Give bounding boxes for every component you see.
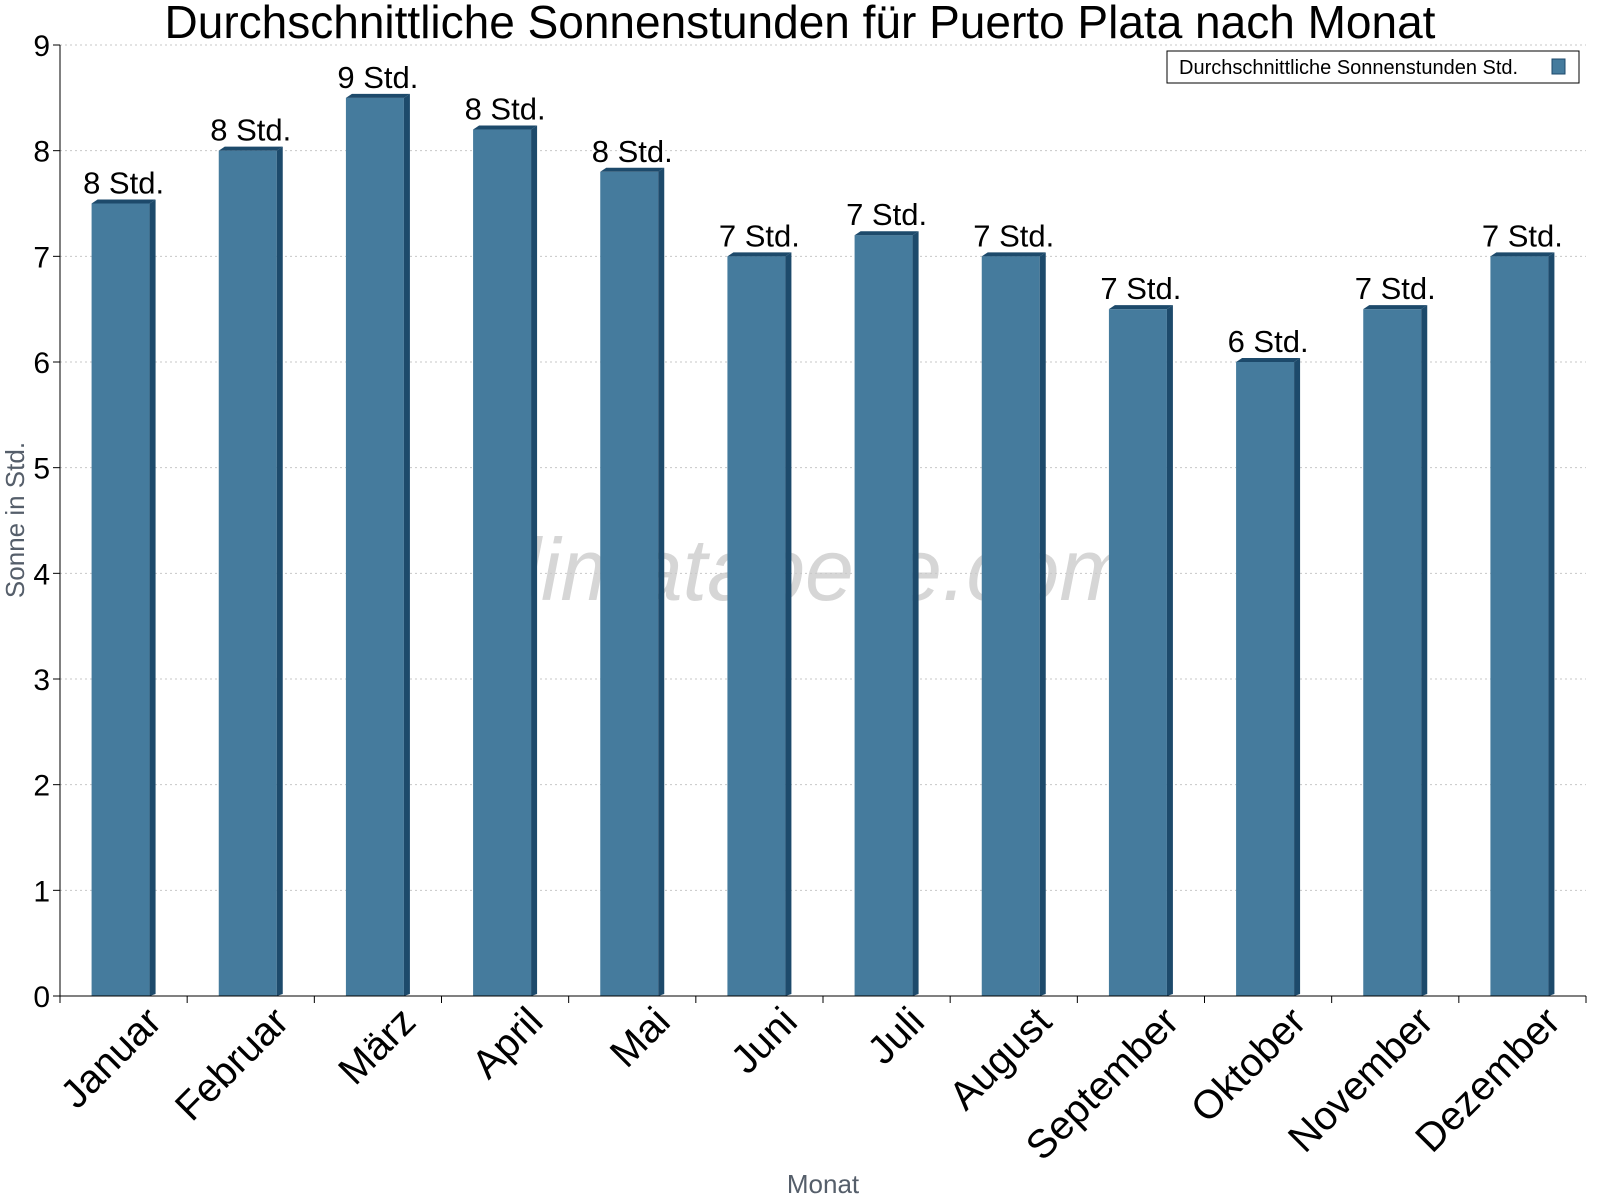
legend-box (1166, 50, 1580, 84)
bar-side (785, 252, 792, 997)
bar-front (854, 235, 913, 996)
y-tick-label: 1 (33, 875, 50, 908)
bar-front (91, 203, 150, 996)
data-label: 7 Std. (1482, 218, 1563, 253)
data-label: 6 Std. (1228, 324, 1309, 359)
bar-side (1294, 358, 1301, 996)
data-label: 8 Std. (83, 166, 164, 201)
y-tick-label: 5 (33, 453, 50, 486)
bar-top (1108, 305, 1173, 310)
y-tick-label: 8 (33, 136, 50, 169)
data-label: 7 Std. (1355, 271, 1436, 306)
bar-front (981, 256, 1040, 996)
y-tick-label: 7 (33, 241, 50, 274)
x-tick-label: Oktober (1183, 999, 1315, 1131)
chart-title: Durchschnittliche Sonnenstunden für Puer… (165, 0, 1436, 48)
bar-front (727, 256, 786, 996)
y-tick-label: 9 (33, 30, 50, 63)
bar-side (531, 125, 538, 997)
bar-top (981, 252, 1046, 257)
bar-top (1363, 305, 1428, 310)
x-tick-label: Februar (167, 999, 297, 1129)
legend-label: Durchschnittliche Sonnenstunden Std. (1179, 57, 1518, 79)
data-label: 8 Std. (210, 113, 291, 148)
bar-side (149, 199, 156, 996)
bar-front (600, 171, 659, 997)
data-label: 8 Std. (592, 134, 673, 169)
bar-side (1421, 305, 1428, 997)
bar-front (1236, 362, 1295, 996)
data-labels: 8 Std. 8 Std. 9 Std. 8 Std. 8 Std. 7 Std. 7 St… (83, 60, 1563, 359)
bar-top (218, 146, 283, 151)
x-tick-label: August (941, 999, 1060, 1118)
y-tick-label: 6 (33, 347, 50, 380)
y-tick-label: 4 (33, 558, 50, 591)
legend: Durchschnittliche Sonnenstunden Std. (1166, 50, 1580, 84)
bar-top (473, 125, 538, 130)
bar-side (403, 93, 410, 997)
bar-front (1490, 256, 1549, 996)
bar-september (1108, 305, 1173, 997)
data-label: 7 Std. (719, 218, 800, 253)
bar-mai (600, 167, 665, 997)
y-axis-ticks: 0 1 2 3 4 5 6 7 8 9 (33, 30, 60, 1014)
bar-front (473, 129, 532, 997)
y-tick-label: 2 (33, 770, 50, 803)
data-label: 7 Std. (1100, 271, 1181, 306)
bar-top (1490, 252, 1555, 257)
data-label: 7 Std. (973, 218, 1054, 253)
x-tick-label: Juni (723, 999, 806, 1082)
bar-side (1166, 305, 1173, 997)
y-axis-label: Sonne in Std. (0, 442, 30, 598)
legend-swatch (1551, 58, 1566, 75)
bar-november (1363, 305, 1428, 997)
bar-series (91, 93, 1555, 997)
bar-side (658, 167, 665, 997)
bar-top (1236, 358, 1301, 362)
bar-front (345, 97, 404, 997)
bar-april (473, 125, 538, 997)
bar-dezember (1490, 252, 1555, 997)
bar-august (981, 252, 1046, 997)
data-label: 9 Std. (337, 60, 418, 95)
bar-top (600, 167, 665, 172)
bar-top (727, 252, 792, 257)
x-tick-label: Mai (602, 999, 679, 1076)
x-axis-label: Monat (787, 1169, 860, 1199)
gridlines (60, 44, 1586, 891)
y-tick-label: 3 (33, 664, 50, 697)
bar-side (1548, 252, 1555, 997)
bar-front (1108, 309, 1167, 997)
bar-side (276, 146, 283, 996)
x-tick-label: März (330, 999, 424, 1093)
data-label: 7 Std. (846, 197, 927, 232)
x-tick-label: April (464, 999, 552, 1087)
bar-front (218, 150, 277, 996)
bar-juni (727, 252, 792, 997)
bar-juli (854, 231, 919, 996)
bar-top (345, 93, 410, 98)
bar-side (1039, 252, 1046, 997)
data-label: 8 Std. (465, 92, 546, 127)
bar-märz (345, 93, 410, 997)
bar-side (912, 231, 919, 996)
bar-januar (91, 199, 156, 996)
bar-oktober (1236, 358, 1301, 996)
x-tick-label: Januar (52, 999, 170, 1117)
bar-top (854, 231, 919, 236)
bar-front (1363, 309, 1422, 997)
x-tick-label: Juli (859, 999, 933, 1073)
bar-top (91, 199, 156, 204)
y-tick-label: 0 (33, 981, 50, 1014)
bar-februar (218, 146, 283, 996)
